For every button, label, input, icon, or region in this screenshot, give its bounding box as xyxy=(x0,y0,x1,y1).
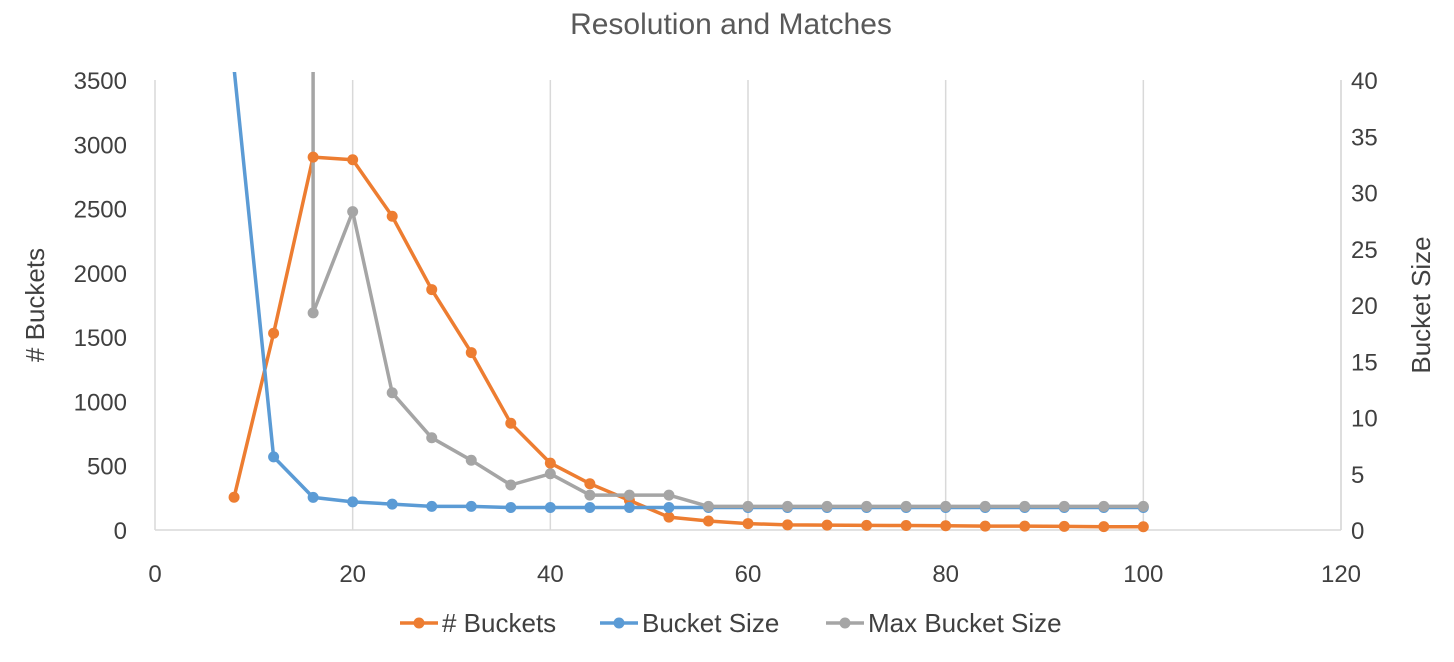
data-point-max-bucket-size xyxy=(1098,500,1110,512)
x-tick-label: 20 xyxy=(339,561,366,588)
data-point-max-bucket-size xyxy=(861,500,873,512)
data-point-bucket-size xyxy=(584,502,596,513)
y-tick-label: 1000 xyxy=(74,389,127,416)
data-point-buckets xyxy=(663,511,675,523)
legend-label-bucket-size: Bucket Size xyxy=(642,608,779,638)
y2-tick-label: 10 xyxy=(1351,406,1378,433)
data-point-buckets xyxy=(584,478,596,490)
y-tick-label: 2000 xyxy=(74,261,127,288)
y2-tick-label: 35 xyxy=(1351,124,1378,151)
data-point-max-bucket-size xyxy=(307,307,319,319)
data-point-buckets xyxy=(426,284,438,296)
y-tick-label: 1500 xyxy=(74,325,127,352)
y-tick-label: 2500 xyxy=(74,197,127,224)
y2-tick-label: 15 xyxy=(1351,349,1378,376)
data-point-buckets xyxy=(544,457,556,469)
data-point-buckets xyxy=(307,151,319,163)
data-point-bucket-size xyxy=(426,500,438,512)
legend-label-max-bucket-size: Max Bucket Size xyxy=(868,608,1062,638)
data-point-bucket-size xyxy=(465,500,477,512)
data-point-bucket-size xyxy=(307,491,319,503)
data-point-bucket-size xyxy=(505,502,517,513)
chart-title: Resolution and Matches xyxy=(570,8,892,41)
data-point-max-bucket-size xyxy=(505,479,517,491)
y-axis-title: # Buckets xyxy=(20,248,50,362)
legend-marker-buckets xyxy=(413,617,425,629)
data-point-max-bucket-size xyxy=(900,500,912,512)
data-point-buckets xyxy=(861,519,873,531)
data-point-buckets xyxy=(782,519,794,531)
grid-layer xyxy=(154,80,1342,530)
data-point-buckets xyxy=(742,518,754,530)
data-point-buckets xyxy=(228,491,240,503)
data-point-buckets xyxy=(900,520,912,531)
y-tick-label: 0 xyxy=(114,518,127,545)
y-tick-label: 500 xyxy=(87,454,127,481)
y2-tick-label: 5 xyxy=(1351,462,1364,489)
y2-tick-label: 40 xyxy=(1351,68,1378,95)
y2-tick-label: 30 xyxy=(1351,181,1378,208)
data-point-max-bucket-size xyxy=(940,500,952,512)
y2-tick-label: 0 xyxy=(1351,518,1364,545)
data-point-bucket-size xyxy=(386,498,398,510)
data-point-max-bucket-size xyxy=(623,489,635,501)
data-point-buckets xyxy=(505,417,517,429)
data-point-max-bucket-size xyxy=(702,500,714,512)
marker-layer xyxy=(228,151,1149,533)
series-line-buckets xyxy=(232,155,1144,529)
data-point-buckets xyxy=(1019,520,1031,532)
y2-axis-title: Bucket Size xyxy=(1406,236,1436,373)
data-point-bucket-size xyxy=(623,502,635,513)
data-point-max-bucket-size xyxy=(347,206,359,218)
data-point-max-bucket-size xyxy=(979,500,991,512)
x-tick-label: 60 xyxy=(735,561,762,588)
data-point-buckets xyxy=(1098,521,1110,533)
data-point-max-bucket-size xyxy=(426,432,438,444)
data-point-buckets xyxy=(702,515,714,527)
data-point-max-bucket-size xyxy=(386,387,398,399)
data-point-max-bucket-size xyxy=(1019,500,1031,512)
data-point-buckets xyxy=(386,210,398,222)
series-line-max-bucket-size xyxy=(311,72,1144,509)
data-point-max-bucket-size xyxy=(782,500,794,512)
series-layer xyxy=(232,72,1144,529)
data-point-bucket-size xyxy=(663,502,675,513)
data-point-buckets xyxy=(940,520,952,532)
data-point-bucket-size xyxy=(268,451,280,463)
y-tick-label: 3500 xyxy=(74,68,127,95)
legend-label-buckets: # Buckets xyxy=(442,608,556,638)
x-tick-label: 120 xyxy=(1321,561,1361,588)
x-tick-label: 80 xyxy=(932,561,959,588)
axis-layer: 0 20 40 60 80 100 1200500100015002000250030003… xyxy=(74,68,1378,588)
data-point-max-bucket-size xyxy=(1137,500,1149,512)
data-point-buckets xyxy=(268,327,280,339)
legend-marker-max-bucket-size xyxy=(839,617,851,629)
data-point-buckets xyxy=(347,154,359,166)
data-point-bucket-size xyxy=(347,496,359,508)
legend: # Buckets Bucket Size Max Bucket Size xyxy=(400,608,1062,638)
data-point-max-bucket-size xyxy=(584,489,596,501)
y-tick-label: 3000 xyxy=(74,132,127,159)
data-point-bucket-size xyxy=(544,502,556,513)
data-point-buckets xyxy=(1058,520,1070,532)
y2-tick-label: 25 xyxy=(1351,237,1378,264)
data-point-max-bucket-size xyxy=(821,500,833,512)
data-point-buckets xyxy=(465,347,477,359)
data-point-buckets xyxy=(821,519,833,531)
x-tick-label: 0 xyxy=(148,561,161,588)
x-tick-label: 40 xyxy=(537,561,564,588)
legend-marker-bucket-size xyxy=(613,617,625,629)
y2-tick-label: 20 xyxy=(1351,293,1378,320)
data-point-max-bucket-size xyxy=(465,454,477,466)
data-point-max-bucket-size xyxy=(742,500,754,512)
data-point-buckets xyxy=(979,520,991,532)
data-point-max-bucket-size xyxy=(544,468,556,480)
data-point-buckets xyxy=(1137,521,1149,533)
data-point-max-bucket-size xyxy=(1058,500,1070,512)
data-point-max-bucket-size xyxy=(663,489,675,501)
x-tick-label: 100 xyxy=(1123,561,1163,588)
